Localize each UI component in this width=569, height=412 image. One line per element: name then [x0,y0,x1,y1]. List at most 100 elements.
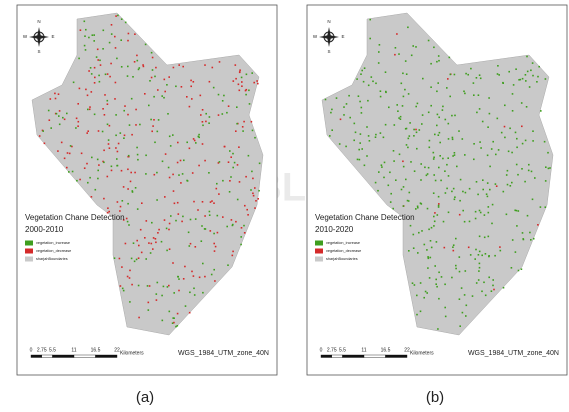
change-pixel [532,140,534,142]
change-pixel [155,238,157,240]
change-pixel [411,55,413,57]
panel-caption: (b) [426,389,444,406]
change-pixel [451,115,453,117]
scale-segment [31,355,42,358]
change-pixel [515,68,517,70]
change-pixel [130,172,132,174]
change-pixel [375,134,377,136]
change-pixel [473,94,475,96]
change-pixel [186,96,188,98]
change-pixel [131,134,133,136]
change-pixel [59,110,61,112]
change-pixel [325,99,327,101]
change-pixel [528,170,530,172]
change-pixel [478,254,480,256]
change-pixel [156,172,158,174]
change-pixel [454,152,456,154]
change-pixel [204,276,206,278]
change-pixel [483,282,485,284]
change-pixel [462,312,464,314]
change-pixel [473,82,475,84]
change-pixel [453,250,455,252]
change-pixel [413,135,415,137]
change-pixel [148,309,150,311]
change-pixel [111,33,113,35]
change-pixel [202,125,204,127]
change-pixel [129,301,131,303]
change-pixel [512,93,514,95]
change-pixel [210,201,212,203]
change-pixel [201,240,203,242]
change-pixel [518,210,520,212]
change-pixel [107,103,109,105]
change-pixel [478,279,480,281]
change-pixel [232,255,234,257]
change-pixel [540,110,542,112]
change-pixel [115,135,117,137]
change-pixel [177,325,179,327]
change-pixel [413,234,415,236]
change-pixel [372,81,374,83]
change-pixel [430,240,432,242]
scale-label: 16.5 [91,347,101,353]
change-pixel [343,106,345,108]
change-pixel [401,83,403,85]
change-pixel [363,81,365,83]
change-pixel [465,192,467,194]
change-pixel [445,119,447,121]
change-pixel [452,246,454,248]
change-pixel [395,47,397,49]
change-pixel [98,164,100,166]
change-pixel [427,208,429,210]
change-pixel [193,275,195,277]
change-pixel [424,244,426,246]
change-pixel [515,132,517,134]
change-pixel [197,209,199,211]
change-pixel [485,253,487,255]
change-pixel [537,76,539,78]
change-pixel [189,245,191,247]
change-pixel [482,179,484,181]
change-pixel [409,135,411,137]
change-pixel [484,237,486,239]
change-pixel [446,188,448,190]
change-pixel [516,164,518,166]
change-pixel [84,21,86,23]
change-pixel [50,127,52,129]
change-pixel [235,130,237,132]
change-pixel [504,137,506,139]
scale-unit: Kilometers [120,350,144,356]
change-pixel [134,61,136,63]
change-pixel [157,232,159,234]
change-pixel [193,138,195,140]
change-pixel [495,154,497,156]
change-pixel [93,34,95,36]
change-pixel [498,149,500,151]
change-pixel [507,170,509,172]
change-pixel [415,208,417,210]
change-pixel [152,57,154,59]
change-pixel [153,96,155,98]
change-pixel [186,180,188,182]
change-pixel [239,90,241,92]
change-pixel [152,125,154,127]
change-pixel [450,74,452,76]
change-pixel [479,141,481,143]
change-pixel [340,119,342,121]
change-pixel [367,100,369,102]
change-pixel [121,266,123,268]
change-pixel [394,54,396,56]
change-pixel [522,238,524,240]
change-pixel [455,238,457,240]
change-pixel [508,151,510,153]
change-pixel [150,252,152,254]
change-pixel [410,161,412,163]
scale-label: 5.5 [339,347,346,353]
change-pixel [525,140,527,142]
change-pixel [437,328,439,330]
change-pixel [482,189,484,191]
change-pixel [173,292,175,294]
change-pixel [433,216,435,218]
scale-label: 0 [30,347,33,353]
scale-label: 0 [320,347,323,353]
